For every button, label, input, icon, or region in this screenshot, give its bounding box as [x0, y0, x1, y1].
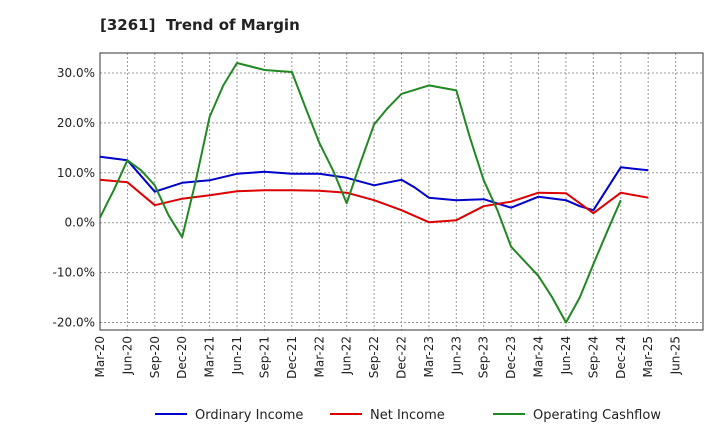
y-tick-label: 0.0%	[65, 216, 96, 230]
y-tick-label: 10.0%	[57, 166, 95, 180]
y-tick-label: 30.0%	[57, 66, 95, 80]
x-tick-label: Dec-22	[395, 336, 409, 379]
x-tick-label: Mar-21	[203, 336, 217, 377]
x-tick-label: Jun-23	[449, 336, 463, 375]
plot-area	[100, 53, 703, 330]
x-tick-label: Dec-23	[504, 336, 518, 379]
y-tick-label: -10.0%	[53, 266, 95, 280]
x-tick-label: Dec-21	[285, 336, 299, 379]
x-tick-label: Sep-23	[477, 336, 491, 378]
x-tick-label: Mar-20	[93, 336, 107, 377]
x-tick-label: Sep-21	[257, 336, 271, 378]
x-tick-label: Jun-22	[340, 336, 354, 375]
y-tick-label: 20.0%	[57, 116, 95, 130]
legend-label-ordinary-income: Ordinary Income	[195, 408, 303, 423]
x-tick-label: Mar-24	[532, 336, 546, 377]
chart-title: [3261] Trend of Margin	[100, 16, 300, 34]
x-tick-label: Dec-20	[175, 336, 189, 379]
x-tick-label: Sep-24	[586, 336, 600, 378]
x-tick-label: Sep-22	[367, 336, 381, 378]
x-tick-label: Jun-24	[559, 336, 573, 375]
operating-cashflow-line	[99, 62, 622, 324]
x-tick-label: Sep-20	[148, 336, 162, 378]
legend-label-operating-cashflow: Operating Cashflow	[533, 408, 661, 423]
x-tick-label: Mar-22	[312, 336, 326, 377]
x-tick-label: Jun-25	[669, 336, 683, 375]
x-tick-label: Jun-20	[120, 336, 134, 375]
x-tick-label: Mar-23	[422, 336, 436, 377]
x-tick-label: Jun-21	[230, 336, 244, 375]
plot-frame	[99, 52, 704, 331]
legend-label-net-income: Net Income	[370, 408, 445, 423]
ordinary-income-line	[99, 155, 649, 212]
x-tick-label: Dec-24	[614, 336, 628, 379]
y-tick-label: -20.0%	[53, 316, 95, 330]
x-tick-label: Mar-25	[641, 336, 655, 377]
